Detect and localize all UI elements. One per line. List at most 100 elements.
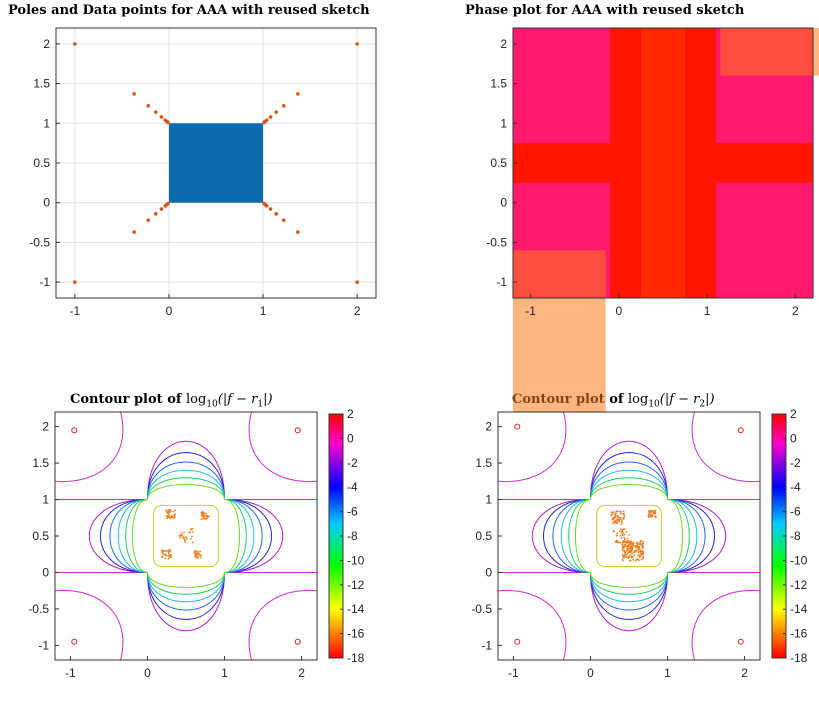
- contour-speckle: [161, 556, 164, 559]
- contour-speckle: [622, 534, 624, 537]
- x-tick-label: 2: [354, 304, 361, 318]
- contour-speckle: [621, 553, 624, 556]
- contour-speckle: [642, 540, 645, 543]
- phase-band-center: [640, 28, 686, 298]
- contour-speckle: [623, 538, 626, 541]
- colorbar-tick-label: -10: [347, 553, 365, 567]
- contour-level: [224, 499, 284, 573]
- contour-lines: [498, 412, 760, 660]
- colorbar-tick-label: -8: [790, 529, 801, 543]
- contour-level: [224, 499, 272, 573]
- y-tick-label: -1: [481, 638, 492, 652]
- contour-speckle: [620, 518, 622, 521]
- contour-speckle: [167, 511, 170, 514]
- contour-speckle: [626, 544, 629, 547]
- contour-speckle: [620, 528, 622, 531]
- contour-level: [667, 499, 706, 573]
- contour-speckle: [652, 512, 655, 515]
- contour-speckle: [182, 537, 184, 540]
- contour-speckle: [201, 514, 204, 517]
- contour-speckle: [642, 542, 645, 545]
- contour-speckle: [636, 542, 639, 545]
- contour-speckle: [633, 554, 636, 556]
- contour-level: [531, 499, 591, 573]
- pole-point: [268, 207, 273, 211]
- contour-level: [589, 572, 669, 588]
- contour-level: [100, 499, 148, 573]
- colorbar-tick-label: 2: [347, 407, 354, 421]
- pole-point: [73, 280, 77, 284]
- contour-speckle: [165, 549, 167, 552]
- colorbar-tick-label: -12: [347, 578, 365, 592]
- contour-level: [146, 572, 226, 588]
- contour-speckle: [618, 521, 620, 523]
- contour-speckle: [624, 551, 627, 554]
- contour-speckle: [166, 515, 169, 518]
- contour-speckle: [638, 548, 641, 550]
- y-tick-label: 2: [485, 420, 492, 434]
- contour-speckle: [642, 556, 644, 558]
- contour-speckle: [169, 550, 172, 553]
- contour-level: [667, 499, 690, 573]
- contour-speckle: [629, 554, 631, 557]
- contour-speckle: [624, 553, 627, 556]
- pole-marker: [514, 638, 521, 645]
- contour-speckle: [632, 555, 634, 558]
- contour-speckle: [629, 549, 632, 552]
- contour-speckle: [613, 517, 615, 519]
- contour-speckle: [168, 556, 171, 559]
- contour-level: [589, 572, 669, 632]
- axes-box: [497, 411, 761, 661]
- contour-speckle: [642, 557, 644, 560]
- colorbar: 2 0 -2 -4 -6 -8 -10 -12 -14 -16 -18: [328, 407, 365, 665]
- contour-speckle: [161, 549, 164, 552]
- contour-speckle: [642, 553, 645, 556]
- pole-point: [296, 230, 300, 234]
- colorbar-tick-label: -2: [347, 456, 358, 470]
- pole-point: [159, 207, 164, 211]
- contour-level: [146, 452, 226, 500]
- contour-speckle: [205, 512, 208, 515]
- contour-level: [224, 499, 255, 573]
- contour-speckle: [167, 557, 170, 560]
- contour-speckle: [622, 545, 625, 548]
- contour-speckle: [167, 554, 170, 557]
- contour-speckle: [168, 509, 170, 511]
- contour-speckle: [637, 551, 640, 554]
- contour-level: [575, 499, 591, 573]
- contour-speckle: [636, 558, 639, 561]
- contour-speckle: [649, 513, 652, 516]
- contour-speckle: [621, 521, 624, 524]
- contour-speckle: [637, 554, 640, 557]
- y-tick-label: 0: [42, 565, 49, 579]
- y-tick-label: 1.5: [475, 456, 492, 470]
- contour-speckle: [641, 547, 644, 549]
- contour-speckle: [618, 516, 620, 519]
- x-tick-label: 0: [616, 304, 623, 318]
- pole-marker: [514, 423, 521, 430]
- contour-speckle: [616, 532, 619, 535]
- contour-level: [667, 499, 715, 573]
- contour-speckle: [191, 530, 194, 533]
- x-tick-label: -1: [69, 304, 80, 318]
- contour-speckle: [631, 541, 634, 544]
- contour-speckle: [199, 556, 202, 559]
- y-tick-label: -0.5: [29, 235, 50, 249]
- y-tick-label: 1: [42, 493, 49, 507]
- x-tick-label: 0: [144, 666, 151, 680]
- pole-marker: [737, 638, 744, 645]
- contour-speckle: [621, 543, 624, 545]
- contour-speckle: [618, 519, 621, 521]
- pole-point: [281, 218, 286, 222]
- plot-area: [498, 412, 760, 660]
- contour-speckle: [629, 541, 632, 544]
- contour-speckle: [612, 521, 615, 523]
- x-tick-label: -1: [508, 666, 519, 680]
- pole-point: [166, 201, 170, 206]
- y-tick-label: -1: [38, 638, 49, 652]
- contour-speckle: [164, 557, 166, 560]
- pole-point: [153, 212, 158, 216]
- contour-speckle: [183, 531, 186, 534]
- colorbar-tick-label: -6: [790, 505, 801, 519]
- contour-speckle: [190, 527, 192, 530]
